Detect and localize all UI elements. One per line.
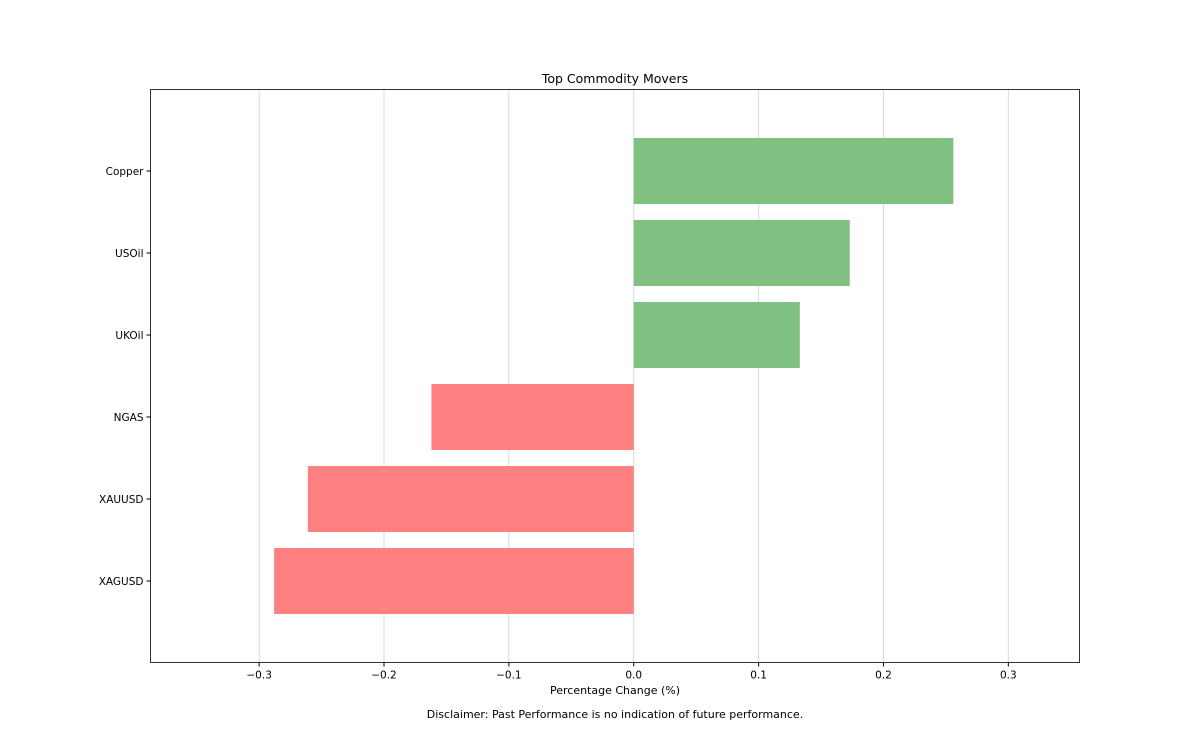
bar-copper (633, 138, 954, 204)
y-tick-label: UKOil (115, 330, 143, 342)
y-tick-label: NGAS (114, 412, 144, 424)
chart-title: Top Commodity Movers (541, 71, 688, 86)
x-tick-label: −0.1 (496, 670, 522, 682)
x-axis: −0.3 −0.2 −0.1 0.0 0.1 0.2 0.3 (246, 662, 1017, 682)
y-tick-label: XAGUSD (99, 576, 144, 588)
plot-frame (150, 89, 1080, 663)
bar-xauusd (307, 466, 634, 532)
y-tick-label: Copper (106, 166, 145, 178)
x-tick-label: 0.3 (1000, 670, 1017, 682)
disclaimer-footnote: Disclaimer: Past Performance is no indic… (427, 708, 803, 721)
x-tick-label: 0.2 (875, 670, 892, 682)
y-axis: Copper USOil UKOil NGAS XAUUSD XAGUSD (99, 166, 151, 588)
x-tick-label: −0.3 (246, 670, 272, 682)
bar-ngas (431, 384, 634, 450)
bars (274, 138, 954, 614)
y-tick-label: USOil (115, 248, 143, 260)
bar-ukoil (633, 302, 800, 368)
x-tick-label: 0.1 (750, 670, 767, 682)
x-tick-label: 0.0 (625, 670, 642, 682)
x-tick-label: −0.2 (371, 670, 397, 682)
bar-xagusd (274, 548, 634, 614)
x-axis-label: Percentage Change (%) (550, 684, 680, 697)
bar-usoil (633, 220, 850, 286)
y-tick-label: XAUUSD (99, 494, 144, 506)
